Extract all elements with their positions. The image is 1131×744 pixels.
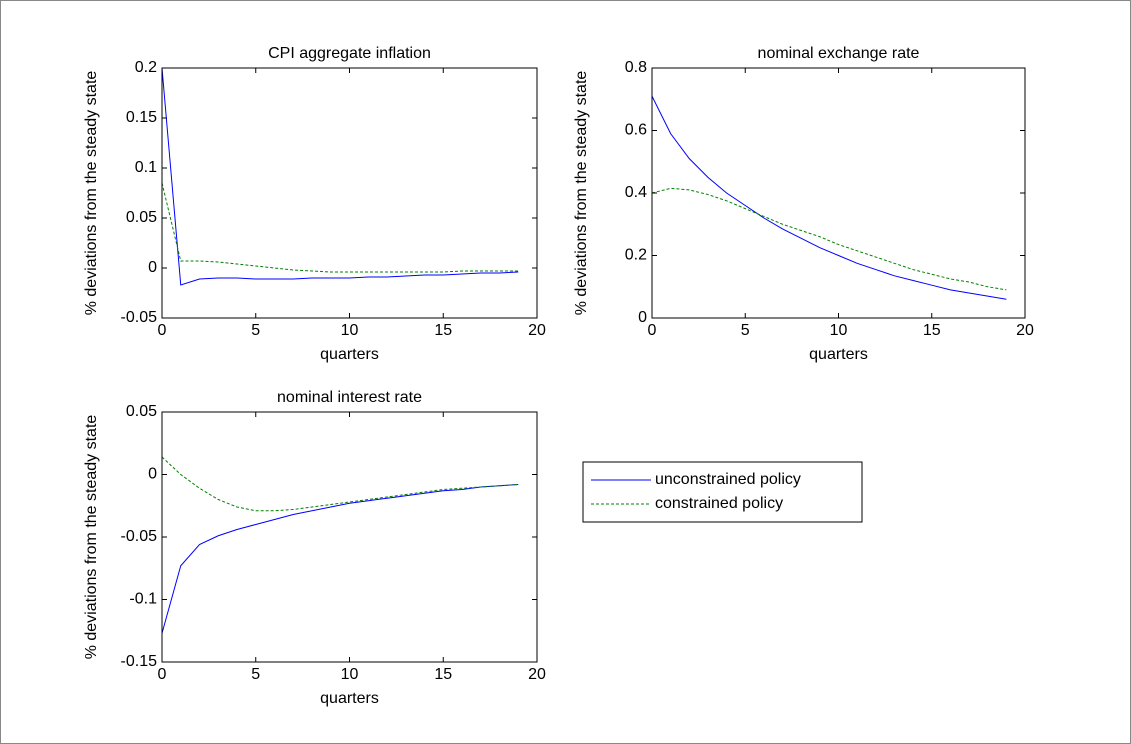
x-tick-label: 15 [923,322,941,339]
plot-area [162,412,537,662]
legend-box [582,461,863,523]
x-axis-label: quarters [320,690,379,707]
y-axis-label: % deviations from the steady state [83,415,100,660]
x-tick-label: 5 [741,322,750,339]
series-line [161,182,519,273]
x-axis-label: quarters [809,346,868,363]
x-tick-label: 10 [341,322,359,339]
y-tick-label: -0.05 [121,309,158,326]
y-tick-label: 0.2 [625,247,647,264]
legend-label: unconstrained policy [655,471,801,488]
y-tick-label: 0.1 [135,159,157,176]
y-tick-label: 0 [148,259,157,276]
series-line [651,187,1007,291]
chart-title: CPI aggregate inflation [268,45,431,62]
y-tick-label: 0.05 [126,403,157,420]
x-tick-label: 10 [341,666,359,683]
x-tick-label: 20 [1016,322,1034,339]
y-axis-label: % deviations from the steady state [573,71,590,316]
x-tick-label: 0 [158,666,167,683]
y-tick-label: 0.4 [625,184,647,201]
x-axis-label: quarters [320,346,379,363]
y-tick-label: 0.6 [625,122,647,139]
y-tick-label: -0.15 [121,653,158,670]
y-tick-label: 0.15 [126,109,157,126]
y-tick-label: -0.1 [129,591,157,608]
series-line [161,484,519,634]
y-tick-label: 0.8 [625,59,647,76]
x-tick-label: 5 [251,666,260,683]
plot-area [162,68,537,318]
x-tick-label: 15 [434,666,452,683]
x-tick-label: 20 [528,666,546,683]
chart-title: nominal interest rate [277,389,422,406]
x-tick-label: 10 [830,322,848,339]
chart-title: nominal exchange rate [758,45,920,62]
x-tick-label: 5 [251,322,260,339]
legend-label: constrained policy [655,495,783,512]
y-tick-label: -0.05 [121,528,158,545]
y-axis-label: % deviations from the steady state [83,71,100,316]
series-line [651,95,1007,300]
x-tick-label: 15 [434,322,452,339]
y-tick-label: 0 [148,466,157,483]
x-tick-label: 0 [648,322,657,339]
y-tick-label: 0.2 [135,59,157,76]
series-line [161,67,519,286]
y-tick-label: 0.05 [126,209,157,226]
y-tick-label: 0 [638,309,647,326]
x-tick-label: 0 [158,322,167,339]
plot-area [652,68,1025,318]
x-tick-label: 20 [528,322,546,339]
